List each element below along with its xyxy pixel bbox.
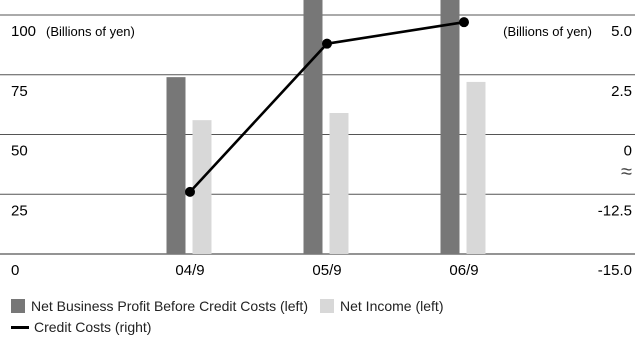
legend-swatch-net-business-profit (11, 299, 25, 313)
left-axis-tick: 0 (11, 262, 19, 279)
right-axis-tick: 5.0 (611, 23, 632, 40)
right-axis-tick: 0 (624, 143, 632, 160)
bars (166, 0, 486, 255)
bar-net-business-profit (303, 0, 323, 254)
legend-swatch-credit-costs (11, 325, 29, 329)
credit-cost-point (459, 17, 469, 28)
legend-row-1: Net Business Profit Before Credit Costs … (11, 298, 443, 314)
credit-cost-point (185, 186, 195, 197)
credit-cost-line (185, 17, 469, 197)
right-axis-unit-label: (Billions of yen) (503, 24, 592, 39)
right-axis-tick: -12.5 (598, 202, 632, 219)
bar-net-income (192, 120, 212, 254)
left-axis-unit-label: (Billions of yen) (46, 24, 135, 39)
x-axis-tick: 06/9 (449, 262, 478, 279)
left-axis-tick: 50 (11, 143, 28, 160)
legend-label-credit-costs: Credit Costs (right) (34, 319, 152, 335)
x-axis-tick: 04/9 (175, 262, 204, 279)
bar-net-income (466, 81, 486, 254)
right-axis-tick: 2.5 (611, 83, 632, 100)
right-axis-tick: -15.0 (598, 262, 632, 279)
left-axis-tick: 25 (11, 202, 28, 219)
bar-net-business-profit (440, 0, 460, 254)
legend-label-net-income: Net Income (left) (340, 298, 444, 314)
bar-net-income (329, 112, 349, 255)
left-axis-tick: 100 (11, 23, 36, 40)
legend-swatch-net-income (320, 299, 334, 313)
x-axis-tick: 05/9 (312, 262, 341, 279)
axis-labels: 0 25 50 75 100 (Billions of yen) -15.0 -12.5 0 2.… (11, 23, 632, 279)
left-axis-tick: 75 (11, 83, 28, 100)
legend-label-net-business-profit: Net Business Profit Before Credit Costs … (31, 298, 308, 314)
bar-net-business-profit (166, 77, 186, 254)
credit-cost-point (322, 38, 332, 49)
legend-row-2: Credit Costs (right) (11, 319, 151, 335)
axis-break-symbol: ≈ (621, 161, 632, 183)
